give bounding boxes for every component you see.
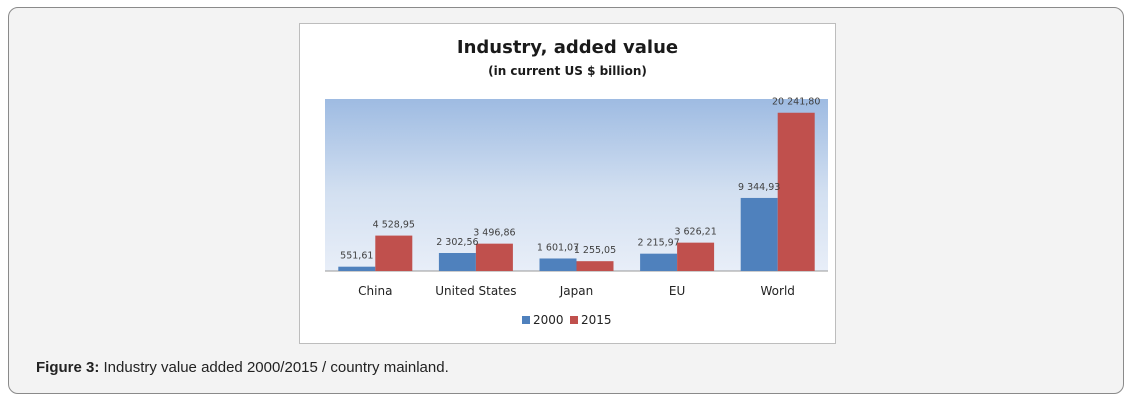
figure-container: Industry, added value (in current US $ b… — [8, 7, 1124, 394]
bar-2015-eu — [677, 242, 715, 271]
bar-2015-united-states — [475, 243, 513, 271]
bar-2000-eu — [640, 253, 678, 271]
legend-swatch-2000 — [522, 316, 530, 324]
x-tick-label: Japan — [559, 284, 593, 298]
data-label: 3 496,86 — [473, 228, 515, 239]
caption-text: Industry value added 2000/2015 / country… — [99, 359, 449, 376]
caption-label: Figure 3: — [36, 359, 100, 376]
bar-2015-china — [375, 235, 413, 271]
bar-2000-japan — [539, 258, 577, 271]
bar-2015-japan — [576, 261, 614, 271]
x-tick-label: EU — [669, 284, 685, 298]
bar-2000-china — [338, 266, 376, 271]
bar-2015-world — [777, 112, 815, 271]
data-label: 9 344,93 — [738, 182, 780, 193]
data-label: 3 626,21 — [674, 227, 716, 238]
legend-swatch-2015 — [570, 316, 578, 324]
data-label: 2 215,97 — [637, 238, 679, 249]
data-label: 1 601,07 — [537, 242, 579, 253]
data-label: 551,61 — [340, 251, 373, 262]
legend-label-2015: 2015 — [581, 313, 612, 327]
chart-title: Industry, added value — [456, 37, 679, 58]
x-tick-label: China — [358, 284, 392, 298]
data-label: 4 528,95 — [373, 220, 415, 231]
figure-caption: Figure 3: Industry value added 2000/2015… — [36, 359, 449, 376]
legend-label-2000: 2000 — [533, 313, 564, 327]
chart-frame: Industry, added value (in current US $ b… — [299, 23, 836, 344]
data-label: 1 255,05 — [574, 245, 616, 256]
bar-2000-world — [740, 197, 778, 271]
bar-2000-united-states — [438, 252, 476, 271]
chart-subtitle: (in current US $ billion) — [488, 64, 647, 78]
data-label: 20 241,80 — [772, 97, 820, 108]
data-label: 2 302,56 — [436, 237, 478, 248]
x-tick-label: World — [761, 284, 795, 298]
bar-chart: 551,61 4 528,95 2 302,563 496,86 1 601,071 … — [325, 97, 828, 327]
x-tick-label: United States — [435, 284, 516, 298]
